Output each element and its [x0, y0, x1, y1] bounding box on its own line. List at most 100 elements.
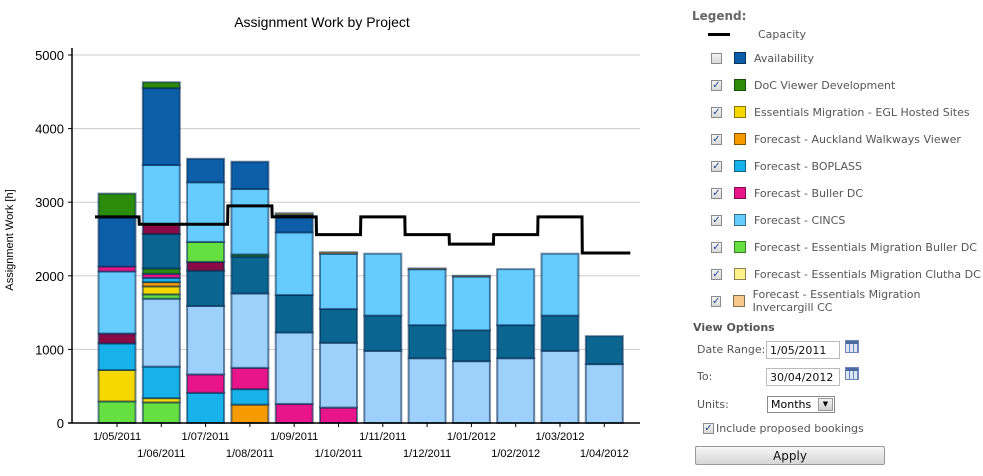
bar-segment [186, 260, 226, 272]
legend-checkbox[interactable]: ✓ [711, 187, 722, 199]
bar-stack [319, 251, 358, 425]
legend-checkbox[interactable]: ✓ [711, 160, 722, 172]
legend-swatch [734, 79, 746, 91]
legend-swatch [734, 187, 746, 199]
bar-segment [496, 357, 536, 424]
bar-segment [230, 388, 270, 406]
units-value: Months [771, 398, 812, 411]
legend-item[interactable]: ✓ Forecast - Buller DC [711, 185, 863, 201]
legend-swatch [734, 52, 746, 64]
legend-label: Forecast - Essentials Migration Buller D… [754, 240, 977, 254]
x-tick-label: 1/12/2011 [403, 448, 451, 460]
legend-checkbox[interactable]: ✓ [711, 106, 722, 118]
bar-segment [97, 270, 137, 335]
bar-segment [230, 403, 270, 425]
bar-segment [274, 402, 314, 425]
legend-checkbox[interactable]: ✓ [711, 241, 722, 253]
x-tick-label: 1/03/2012 [536, 431, 585, 443]
calendar-icon[interactable] [845, 367, 859, 380]
date-from-input[interactable]: 1/05/2011 [766, 341, 840, 359]
chevron-down-icon[interactable]: ▼ [818, 398, 833, 411]
legend-checkbox[interactable]: ✓ [711, 79, 722, 91]
bar-segment [230, 366, 270, 391]
x-tick-label: 1/10/2011 [314, 448, 362, 460]
x-tick-label: 1/04/2012 [580, 448, 629, 460]
capacity-line [95, 204, 631, 255]
bar-segment [451, 274, 491, 278]
bar-segment [319, 252, 358, 310]
date-to-input[interactable]: 30/04/2012 [766, 368, 840, 386]
legend-item[interactable]: ✓ Forecast - CINCS [711, 212, 845, 228]
bar-segment [274, 231, 314, 296]
bar-segment [97, 342, 137, 372]
bar-segment [407, 267, 447, 271]
legend-checkbox[interactable]: ✓ [711, 133, 722, 145]
x-tick-label: 1/11/2011 [359, 431, 406, 443]
legend-swatch [734, 106, 746, 118]
legend-item[interactable]: ✓ Forecast - Auckland Walkways Viewer [711, 131, 961, 147]
calendar-icon[interactable] [845, 340, 859, 353]
bar-segment [540, 349, 580, 425]
bar-stack [230, 160, 270, 425]
y-tick-label: 1000 [35, 342, 64, 357]
bar-segment [540, 252, 580, 317]
legend-swatch [734, 268, 746, 280]
bar-segment [186, 181, 226, 243]
bar-segment [407, 268, 447, 327]
bar-stack [584, 335, 624, 424]
legend-label: Availability [754, 51, 814, 65]
bar-segment [407, 357, 447, 424]
legend-item[interactable]: ✓ Forecast - Essentials Migration Buller … [711, 239, 977, 255]
apply-button[interactable]: Apply [695, 446, 885, 465]
legend-item[interactable]: ✓ Forecast - Essentials Migration Clutha … [711, 266, 981, 282]
bar-segment [319, 406, 358, 425]
legend-checkbox[interactable]: ✓ [711, 268, 722, 280]
units-select[interactable]: Months ▼ [767, 396, 835, 413]
bar-segment [363, 314, 403, 352]
bar-segment [319, 251, 358, 255]
y-tick-label: 2000 [35, 269, 64, 284]
legend-swatch [734, 241, 746, 253]
bar-segment [141, 297, 181, 368]
legend-item[interactable]: Availability [711, 50, 814, 66]
legend-checkbox[interactable] [711, 52, 722, 64]
legend-checkbox[interactable]: ✓ [711, 214, 722, 226]
bar-segment [451, 329, 491, 363]
legend-label: Forecast - CINCS [754, 213, 846, 227]
bar-segment [97, 400, 137, 425]
bar-segment [230, 160, 270, 190]
legend-checkbox[interactable]: ✓ [711, 295, 722, 307]
bar-segment [186, 157, 226, 184]
y-tick-label: 0 [57, 416, 64, 431]
legend-item[interactable]: ✓ Forecast - Essentials Migration Inverca… [711, 288, 983, 314]
bar-segment [186, 373, 226, 394]
capacity-line-swatch [708, 32, 730, 36]
legend-item[interactable]: ✓ Forecast - BOPLASS [711, 158, 862, 174]
legend-label: Forecast - Buller DC [754, 186, 864, 200]
legend-item[interactable]: ✓ Essentials Migration - EGL Hosted Sites [711, 104, 970, 120]
x-tick-label: 1/09/2011 [270, 431, 318, 443]
bar-segment [319, 307, 358, 344]
bar-segment [451, 275, 491, 332]
bar-segment [141, 81, 181, 90]
y-tick-label: 4000 [35, 122, 64, 137]
bar-segment [584, 363, 624, 424]
legend-label: Forecast - Auckland Walkways Viewer [754, 132, 961, 146]
bar-segment [186, 391, 226, 425]
legend-item[interactable]: Capacity [708, 26, 806, 42]
bar-segment [97, 332, 137, 345]
bar-stack [274, 212, 314, 425]
bar-segment [363, 252, 403, 317]
view-options-title: View Options [693, 321, 775, 334]
legend-item[interactable]: ✓ DoC Viewer Development [711, 77, 895, 93]
bar-segment [97, 216, 137, 268]
bar-segment [451, 360, 491, 424]
bar-segment [186, 240, 226, 263]
include-proposed-checkbox[interactable]: ✓ [703, 422, 714, 434]
y-tick-label: 3000 [35, 195, 64, 210]
bar-segment [274, 331, 314, 405]
bar-stack [363, 252, 403, 425]
bar-segment [141, 285, 181, 296]
bar-segment [230, 292, 270, 369]
bar-segment [230, 187, 270, 256]
